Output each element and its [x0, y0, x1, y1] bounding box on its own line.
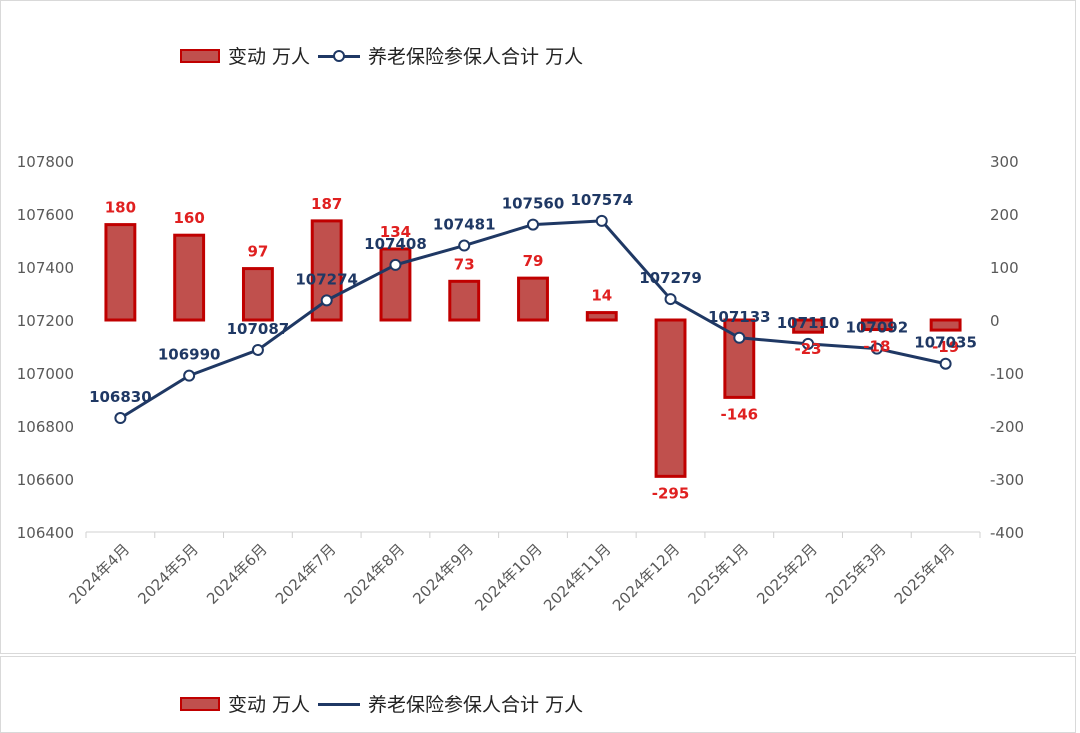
line-data-label: 107274	[295, 270, 358, 288]
bar-data-label: -19	[932, 338, 959, 356]
line-point	[251, 343, 264, 356]
right-axis-tick: 300	[990, 153, 1019, 171]
x-axis-tick-label: 2025年3月	[822, 540, 890, 608]
bar-data-label: -146	[721, 405, 759, 423]
legend-bar-label: 变动 万人	[228, 46, 311, 68]
right-axis-tick: -400	[990, 524, 1024, 542]
line-point	[527, 218, 539, 231]
legend-bar-label: 变动 万人	[228, 694, 311, 716]
line-point	[595, 214, 608, 227]
left-axis-tick: 107600	[17, 206, 74, 224]
left-axis-tick: 107800	[17, 153, 74, 171]
line-point	[939, 357, 952, 370]
line-point	[733, 331, 746, 344]
x-axis-tick-label: 2025年2月	[753, 540, 821, 608]
bar	[929, 318, 962, 332]
bar	[310, 219, 343, 322]
x-axis-tick-label: 2024年4月	[66, 540, 134, 608]
x-axis-tick-label: 2024年8月	[341, 540, 409, 608]
line-data-label: 107110	[777, 314, 840, 332]
bar-data-label: 97	[247, 243, 268, 261]
x-axis-tick-label: 2024年10月	[471, 540, 545, 614]
bar	[448, 279, 481, 322]
bar	[585, 311, 618, 322]
line-data-label: 107279	[639, 269, 702, 287]
line-point	[802, 337, 815, 350]
legend-bar-swatch	[180, 48, 220, 63]
chart-legend-secondary: 变动 万人 养老保险参保人合计 万人	[180, 690, 591, 717]
chart-panel-secondary	[0, 656, 1076, 733]
bar-data-label: 180	[105, 199, 136, 217]
line-data-label: 107408	[364, 235, 427, 253]
line-data-label: 107035	[914, 334, 977, 352]
line-data-label: 107133	[708, 308, 771, 326]
bar-data-label: 134	[380, 223, 411, 241]
line-data-label: 107481	[433, 216, 496, 234]
left-axis-tick: 106400	[17, 524, 74, 542]
line-data-label: 107574	[570, 191, 633, 209]
x-axis-tick-label: 2025年4月	[891, 540, 959, 608]
left-axis-tick: 107400	[17, 259, 74, 277]
chart-panel	[0, 0, 1076, 654]
legend-line-swatch	[318, 697, 361, 711]
x-axis-tick-label: 2024年11月	[540, 540, 614, 614]
legend-line-swatch	[318, 49, 361, 63]
line-data-label: 107560	[502, 195, 565, 213]
left-axis-tick: 106600	[17, 471, 74, 489]
line-data-label: 106830	[89, 388, 152, 406]
right-axis-tick: -200	[990, 418, 1024, 436]
right-axis-tick: -300	[990, 471, 1024, 489]
bar	[517, 276, 549, 322]
right-axis-tick: -100	[990, 365, 1024, 383]
x-axis-tick-label: 2024年9月	[409, 540, 477, 608]
line-point	[870, 342, 883, 355]
bar-data-label: 160	[173, 209, 204, 227]
x-axis-tick-label: 2024年6月	[203, 540, 271, 608]
chart-legend: 变动 万人 养老保险参保人合计 万人	[180, 42, 591, 69]
bar	[173, 233, 206, 322]
bar	[654, 318, 687, 478]
left-axis-tick: 106800	[17, 418, 74, 436]
line-data-label: 106990	[158, 346, 221, 364]
left-axis-tick: 107000	[17, 365, 74, 383]
line-data-label: 107092	[846, 319, 909, 337]
line-data-label: 107087	[227, 320, 290, 338]
line-point	[320, 294, 333, 307]
legend-line-label: 养老保险参保人合计 万人	[368, 694, 584, 716]
right-axis-tick: 100	[990, 259, 1019, 277]
combo-chart: 106400 106600 106800 107000 107200 107400 1076…	[17, 153, 1024, 615]
x-axis-tick-label: 2024年12月	[609, 540, 683, 614]
bar	[792, 318, 825, 334]
bar-data-label: 14	[591, 287, 612, 305]
bar-data-label: -18	[863, 338, 890, 356]
right-axis-tick: 0	[990, 312, 1000, 330]
bar-data-label: 79	[523, 252, 544, 270]
legend-line-label: 养老保险参保人合计 万人	[368, 46, 584, 68]
line-point	[664, 293, 677, 306]
x-axis-tick-label: 2024年5月	[134, 540, 202, 608]
left-axis-tick: 107200	[17, 312, 74, 330]
bar-data-label: 187	[311, 195, 342, 213]
line-point	[389, 258, 402, 271]
bar	[104, 223, 137, 322]
line-point	[458, 239, 471, 252]
right-axis-tick: 200	[990, 206, 1019, 224]
bar	[241, 267, 274, 322]
bar-data-label: -295	[652, 484, 690, 502]
bar	[860, 318, 893, 332]
x-axis-tick-label: 2024年7月	[272, 540, 340, 608]
line-point	[114, 412, 127, 425]
bar-data-label: 73	[454, 255, 475, 273]
line-point	[183, 369, 196, 382]
x-axis-tick-label: 2025年1月	[684, 540, 752, 608]
legend-bar-swatch	[180, 696, 220, 711]
bar-data-label: -23	[795, 340, 822, 358]
